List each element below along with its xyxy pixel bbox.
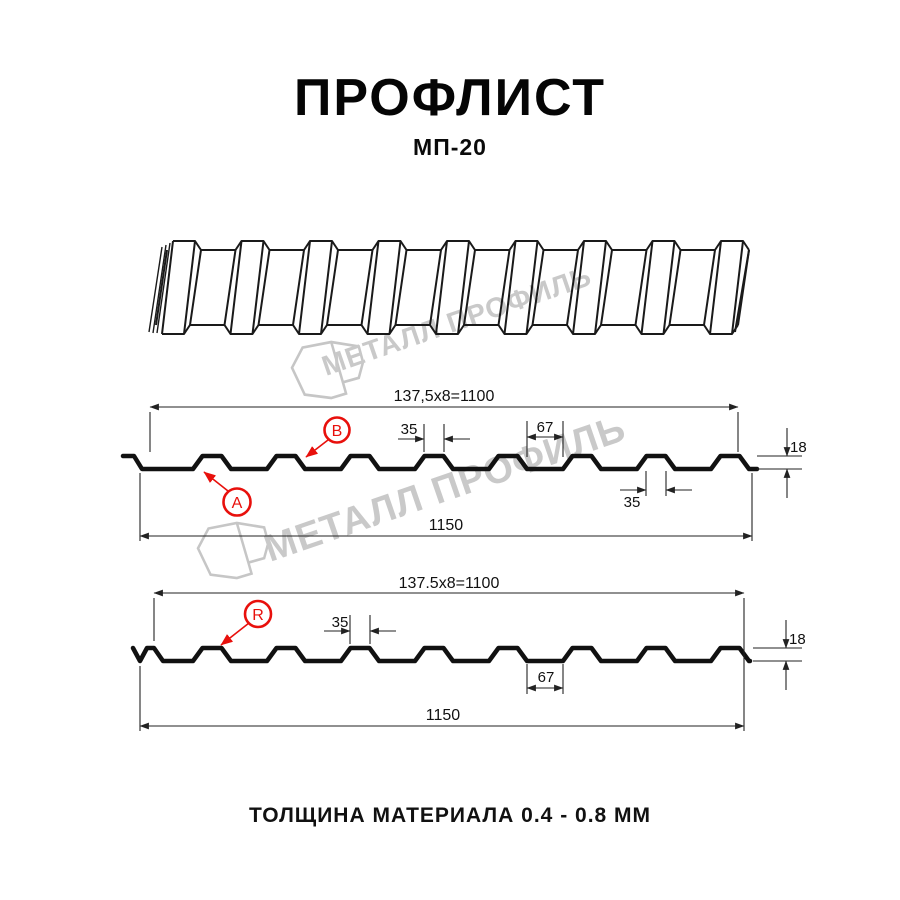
side-label-r-letter: R (252, 607, 264, 624)
brand-logo-icon (198, 523, 268, 578)
dim-rib-top-width-2: 35 (332, 614, 349, 631)
brand-watermark-text: МЕТАЛЛ ПРОФИЛЬ (318, 260, 596, 381)
profile-drawing-canvas: МЕТАЛЛ ПРОФИЛЬ МЕТАЛЛ ПРОФИЛЬ 137,5x8=11… (0, 0, 900, 900)
dim-rib-bottom-width-1: 35 (624, 494, 641, 511)
material-thickness-note: ТОЛЩИНА МАТЕРИАЛА 0.4 - 0.8 ММ (0, 804, 900, 828)
side-label-r: R (221, 601, 271, 645)
dim-rib-top-width-1: 35 (401, 421, 418, 438)
dim-valley-width-1: 67 (537, 419, 554, 436)
side-label-a: A (204, 472, 251, 516)
dim-total-width-1: 1150 (429, 517, 464, 534)
cross-section-2: 137.5x8=1100 35 67 18 1150 R (133, 575, 806, 731)
side-label-b: B (306, 418, 350, 458)
side-label-b-letter: B (332, 423, 343, 440)
dim-height-2: 18 (789, 631, 806, 648)
dim-working-width-2: 137.5x8=1100 (399, 575, 500, 592)
dim-total-width-2: 1150 (426, 707, 461, 724)
profile-outline-2 (133, 648, 750, 661)
dim-working-width-1: 137,5x8=1100 (394, 388, 495, 405)
dim-height-1: 18 (790, 439, 807, 456)
watermark-3d: МЕТАЛЛ ПРОФИЛЬ (292, 260, 596, 398)
sheet-3d-top-edge (173, 241, 749, 250)
dim-valley-width-2: 67 (538, 669, 555, 686)
side-label-a-letter: A (232, 495, 243, 512)
profile-outline-1 (123, 456, 757, 469)
brand-watermark-text: МЕТАЛЛ ПРОФИЛЬ (259, 407, 631, 570)
